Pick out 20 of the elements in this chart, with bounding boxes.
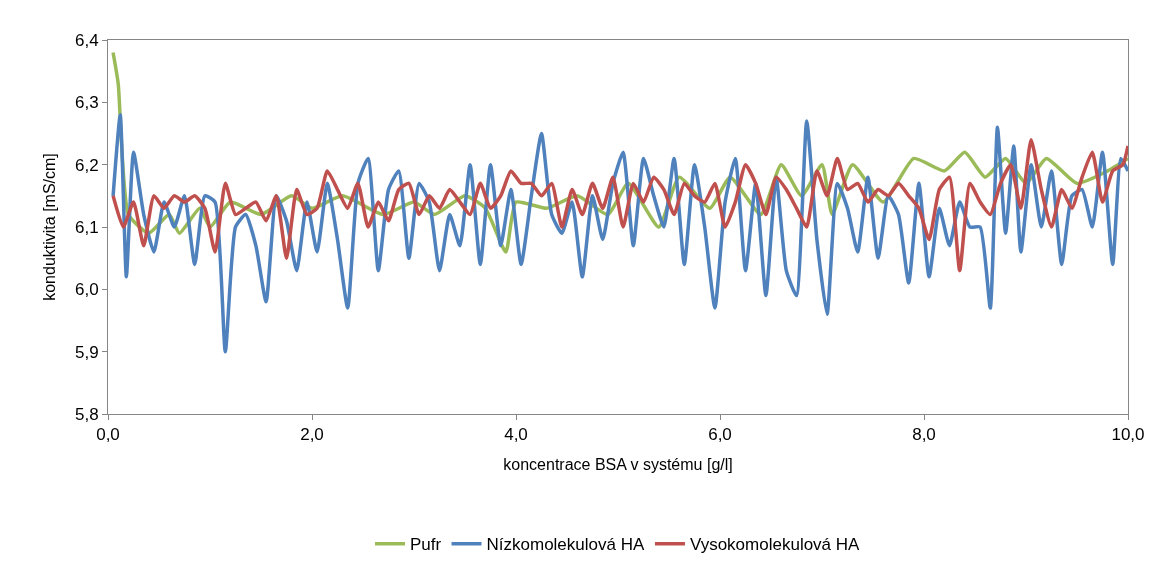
x-tick-label: 4,0 — [504, 425, 528, 445]
x-tick-label: 10,0 — [1111, 425, 1145, 445]
y-tick-label: 5,8 — [74, 404, 99, 424]
x-tick-label: 0,0 — [96, 425, 120, 445]
y-tick-label: 6,2 — [74, 155, 99, 175]
y-tick-label: 6,0 — [74, 280, 99, 300]
line-series — [111, 137, 1128, 273]
x-axis-title: koncentrace BSA v systému [g/l] — [503, 456, 733, 474]
line-series — [111, 113, 1128, 354]
x-tick-label: 8,0 — [912, 425, 936, 445]
legend-label: Nízkomolekulová HA — [486, 535, 645, 555]
legend-label: Vysokomolekulová HA — [689, 535, 861, 555]
y-axis-title: konduktivita [mS/cm] — [40, 153, 58, 301]
y-tick-label: 6,4 — [74, 30, 99, 50]
y-tick-label: 6,1 — [74, 217, 99, 237]
y-tick-label: 6,3 — [74, 93, 99, 113]
legend-label: Pufr — [410, 535, 442, 555]
x-tick-label: 6,0 — [708, 425, 732, 445]
x-tick-label: 2,0 — [300, 425, 324, 445]
y-tick-label: 5,9 — [74, 342, 99, 362]
